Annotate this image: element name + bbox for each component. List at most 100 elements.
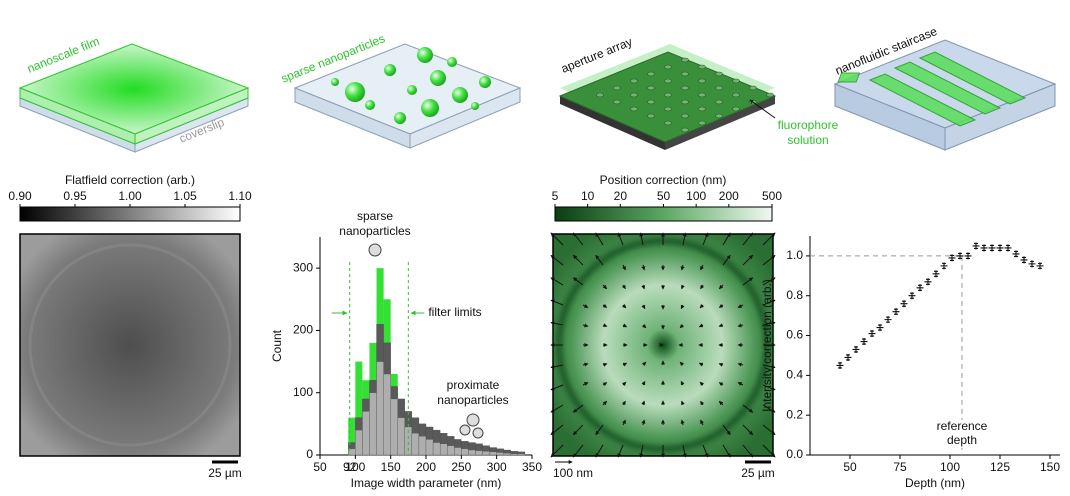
x-tick-label: 125: [990, 460, 1010, 474]
histogram-bar: [447, 446, 454, 455]
x-tick-label: 50: [843, 460, 857, 474]
y-axis-label: Count: [270, 329, 284, 362]
data-point: [837, 362, 844, 369]
data-point: [845, 354, 852, 361]
histogram-bar: [490, 452, 497, 455]
colorbar: [20, 207, 240, 221]
y-tick-label: 1.0: [786, 248, 803, 262]
histogram-bar: [504, 453, 511, 455]
histogram-bar: [384, 374, 391, 455]
x-tick-label: 75: [893, 460, 907, 474]
filter-label: filter limits: [428, 305, 481, 319]
colorbar-tick-label: 1.10: [228, 189, 252, 203]
aperture: [682, 86, 689, 90]
data-point: [1021, 256, 1028, 263]
histogram-bar: [497, 453, 504, 455]
colorbar-tick-label: 200: [719, 189, 739, 203]
x-tick-label: 200: [416, 460, 436, 474]
histogram-bar: [391, 399, 398, 455]
data-point: [861, 338, 868, 345]
x-tick-label: 300: [487, 460, 507, 474]
aperture: [750, 86, 757, 90]
annotation: nanoparticles: [339, 224, 410, 238]
data-point: [989, 244, 996, 251]
y-tick-label: 0.8: [786, 288, 803, 302]
y-tick-label: 0.6: [786, 328, 803, 342]
histogram-bar: [355, 430, 362, 455]
annotation: sparse: [357, 209, 393, 223]
callout: fluorophore: [778, 118, 839, 132]
annotation: proximate: [447, 378, 500, 392]
scale-bar-label: 25 µm: [208, 466, 242, 480]
histogram-bar: [369, 393, 376, 455]
y-tick-label: 0.2: [786, 407, 803, 421]
filter-limit-label: 92: [343, 460, 357, 474]
colorbar: [555, 207, 772, 221]
particle-icon: [369, 244, 381, 256]
colorbar-tick-label: 500: [762, 189, 782, 203]
data-point: [925, 278, 932, 285]
data-point: [965, 252, 972, 259]
aperture: [631, 93, 638, 97]
data-point: [869, 330, 876, 337]
aperture: [733, 107, 740, 111]
annotation: nanoparticles: [437, 393, 508, 407]
colorbar-tick-label: 1.05: [173, 189, 197, 203]
scale-bar-label: 25 µm: [741, 466, 775, 480]
figure: nanoscale film coverslip sparse nanopart…: [0, 0, 1070, 496]
data-point: [1005, 244, 1012, 251]
x-axis-label: Depth (nm): [905, 476, 965, 490]
data-point: [877, 324, 884, 331]
histogram-bar: [461, 449, 468, 455]
aperture: [665, 65, 672, 69]
aperture: [699, 93, 706, 97]
particle-icon: [473, 428, 483, 438]
aperture: [716, 72, 723, 76]
aperture: [614, 86, 621, 90]
y-tick-label: 0.4: [786, 368, 803, 382]
aperture: [682, 100, 689, 104]
y-axis-label: Intensity correction (arb.): [760, 279, 774, 412]
colorbar-tick-label: 100: [686, 189, 706, 203]
aperture: [716, 114, 723, 118]
data-point: [1037, 262, 1044, 269]
histogram-bar: [468, 450, 475, 455]
aperture: [631, 107, 638, 111]
particle-icon: [460, 425, 470, 435]
diagram-aperture: aperture array fluorophore solution: [559, 35, 839, 150]
histogram-bar: [377, 362, 384, 455]
aperture: [682, 72, 689, 76]
histogram-bar: [483, 451, 490, 455]
aperture: [682, 128, 689, 132]
page: nanoscale film coverslip sparse nanopart…: [0, 0, 1070, 496]
y-tick-label: 200: [293, 323, 313, 337]
colorbar-title: Position correction (nm): [600, 173, 727, 187]
data-point: [981, 244, 988, 251]
data-point: [893, 308, 900, 315]
aperture: [665, 79, 672, 83]
aperture: [631, 79, 638, 83]
histogram-bar: [426, 439, 433, 455]
colorbar-tick-label: 10: [581, 189, 595, 203]
aperture: [682, 114, 689, 118]
data-point: [901, 300, 908, 307]
data-point: [933, 270, 940, 277]
x-axis-label: Image width parameter (nm): [351, 476, 502, 490]
histogram-bar: [511, 454, 518, 455]
histogram-bar: [398, 418, 405, 455]
aperture: [665, 107, 672, 111]
aperture: [665, 93, 672, 97]
histogram-bar: [475, 451, 482, 455]
aperture: [716, 100, 723, 104]
histogram-bar: [362, 411, 369, 455]
aperture: [699, 79, 706, 83]
flatfield-image: [20, 234, 240, 456]
diagram-staircase: nanofluidic staircase: [833, 24, 1055, 150]
aperture: [665, 121, 672, 125]
data-point: [909, 292, 916, 299]
colorbar-tick-label: 0.90: [8, 189, 32, 203]
colorbar-tick-label: 1.00: [118, 189, 142, 203]
histogram-bar: [412, 433, 419, 455]
aperture: [648, 114, 655, 118]
colorbar-tick-label: 5: [552, 189, 559, 203]
